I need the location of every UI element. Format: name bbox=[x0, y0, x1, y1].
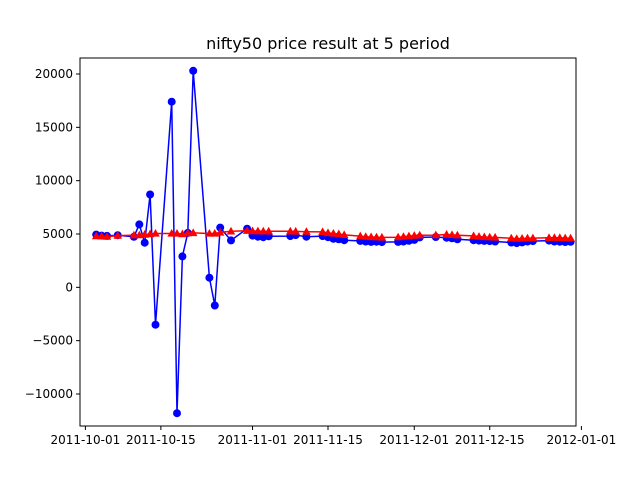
series-1-point-33 bbox=[366, 232, 376, 241]
x-tick-label-4: 2011-12-01 bbox=[379, 433, 449, 447]
series-0-point-15 bbox=[210, 301, 219, 310]
series-0-point-6 bbox=[140, 238, 149, 247]
series-1-point-59 bbox=[566, 233, 575, 242]
series-1-point-31 bbox=[356, 231, 365, 240]
series-0-point-10 bbox=[173, 409, 181, 418]
series-1-point-1 bbox=[97, 231, 106, 240]
series-1-point-35 bbox=[377, 232, 387, 241]
series-1 bbox=[91, 226, 575, 242]
series-0-point-5 bbox=[135, 220, 144, 229]
series-1-point-18 bbox=[242, 226, 252, 234]
series-1-point-0 bbox=[91, 231, 101, 240]
series-0-point-17 bbox=[227, 236, 235, 245]
series-1-point-34 bbox=[372, 232, 381, 241]
series-1-point-40 bbox=[415, 230, 424, 239]
x-tick-label-1: 2011-10-15 bbox=[126, 433, 196, 447]
series-1-point-8 bbox=[151, 229, 160, 237]
series-1-point-49 bbox=[490, 232, 500, 241]
series-1-point-3 bbox=[113, 231, 122, 239]
series-1-point-29 bbox=[334, 229, 344, 238]
series-1-point-2 bbox=[102, 232, 112, 240]
series-1-point-9 bbox=[167, 229, 176, 237]
y-tick-label-4: 10000 bbox=[35, 174, 73, 188]
series-1-point-42 bbox=[442, 230, 451, 238]
x-tick-label-3: 2011-11-15 bbox=[293, 433, 363, 447]
series-1-point-44 bbox=[453, 230, 462, 239]
series-1-point-27 bbox=[323, 228, 333, 237]
series-0-point-11 bbox=[178, 252, 187, 261]
series-0-point-13 bbox=[189, 66, 198, 75]
chart-title: nifty50 price result at 5 period bbox=[206, 34, 450, 53]
series-1-point-47 bbox=[480, 232, 489, 241]
series-1-point-55 bbox=[544, 233, 554, 241]
series-0-point-16 bbox=[216, 223, 225, 232]
series-1-point-21 bbox=[259, 226, 268, 235]
series-1-point-30 bbox=[339, 230, 349, 238]
series-1-point-41 bbox=[431, 230, 441, 239]
series-1-point-57 bbox=[555, 233, 565, 241]
series-1-point-20 bbox=[253, 226, 263, 235]
series-1-point-22 bbox=[264, 226, 273, 235]
series-layer bbox=[91, 66, 575, 418]
series-0-point-30 bbox=[340, 236, 349, 245]
series-1-point-54 bbox=[528, 233, 538, 242]
series-1-point-56 bbox=[550, 233, 559, 241]
series-1-point-16 bbox=[215, 227, 225, 236]
series-1-point-32 bbox=[361, 232, 370, 240]
series-0-point-7 bbox=[146, 190, 155, 199]
series-1-point-43 bbox=[447, 230, 457, 238]
series-0-point-9 bbox=[167, 97, 176, 106]
series-1-point-17 bbox=[226, 226, 236, 235]
series-1-point-25 bbox=[302, 227, 311, 235]
series-1-point-14 bbox=[205, 229, 214, 237]
x-tick-label-0: 2011-10-01 bbox=[51, 433, 121, 447]
series-1-point-24 bbox=[291, 226, 300, 235]
series-1-point-23 bbox=[286, 226, 295, 235]
x-tick-label-5: 2011-12-15 bbox=[455, 433, 525, 447]
y-tick-label-3: 5000 bbox=[42, 227, 73, 241]
y-tick-label-0: −10000 bbox=[25, 387, 73, 401]
series-1-point-28 bbox=[329, 229, 338, 237]
x-axis: 2011-10-01 2011-10-15 2011-11-01 2011-11-15… bbox=[51, 426, 617, 447]
series-1-point-50 bbox=[507, 233, 516, 242]
y-tick-label-6: 20000 bbox=[35, 67, 73, 81]
series-1-point-10 bbox=[172, 229, 182, 237]
x-tick-label-2: 2011-11-01 bbox=[218, 433, 288, 447]
y-tick-label-1: −5000 bbox=[32, 334, 73, 348]
series-1-point-46 bbox=[474, 232, 484, 240]
series-0-point-14 bbox=[205, 273, 214, 282]
y-axis: −10000 −5000 0 5000 10000 15000 20000 bbox=[25, 67, 80, 401]
series-1-point-13 bbox=[188, 228, 198, 237]
series-1-point-45 bbox=[469, 231, 478, 240]
y-tick-label-2: 0 bbox=[65, 280, 73, 294]
series-1-point-48 bbox=[485, 232, 494, 241]
series-0-point-8 bbox=[151, 320, 160, 329]
x-tick-label-6: 2012-01-01 bbox=[547, 433, 617, 447]
series-1-point-19 bbox=[248, 226, 257, 235]
series-1-point-58 bbox=[560, 233, 570, 242]
series-1-point-26 bbox=[318, 227, 327, 235]
y-tick-label-5: 15000 bbox=[35, 120, 73, 134]
